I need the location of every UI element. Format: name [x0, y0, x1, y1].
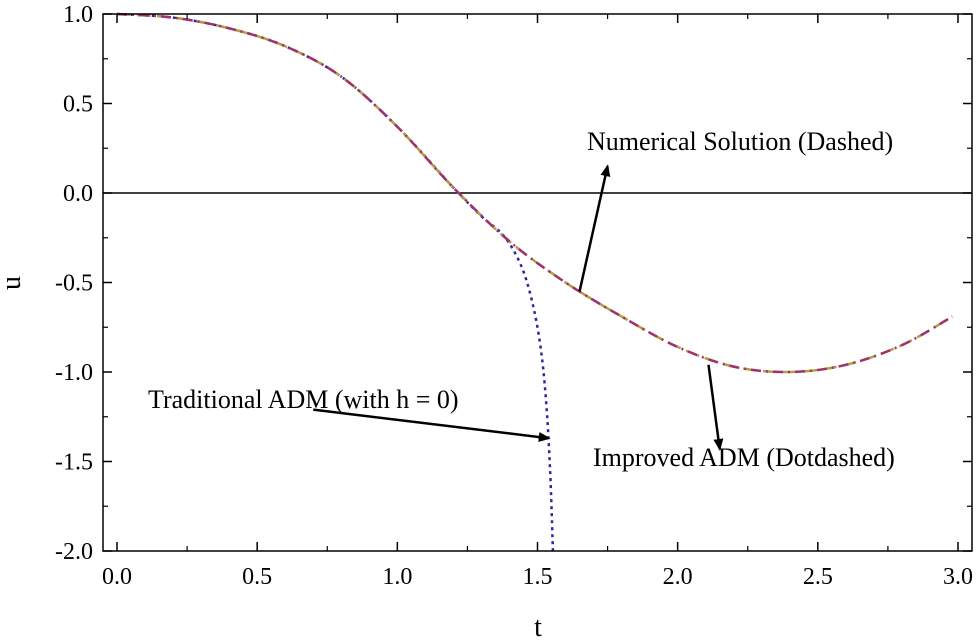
x-tick-label: 1.5 [523, 564, 553, 590]
series-layer [116, 12, 953, 552]
annotation-layer [313, 164, 724, 451]
series-improved-adm-line [116, 12, 953, 374]
x-tick-label: 1.0 [382, 564, 412, 590]
y-tick-label: 0.0 [63, 181, 93, 207]
arrow-numerical-solution [578, 164, 611, 292]
x-tick-label: 3.0 [943, 564, 973, 590]
annotation-traditional-adm: Traditional ADM (with h = 0) [148, 385, 459, 414]
y-tick-label: -1.0 [55, 360, 93, 386]
x-tick-label: 0.0 [102, 564, 132, 590]
y-tick-label: -0.5 [55, 271, 93, 297]
annotation-numerical-solution: Numerical Solution (Dashed) [587, 127, 893, 156]
x-tick-label: 2.0 [663, 564, 693, 590]
ticks-layer: 0.0 0.5 1.0 1.5 2.0 2.5 3.0 -2.0 -1.5 -1.0 -0.5 0.0… [55, 2, 973, 590]
y-tick-label: -2.0 [55, 539, 93, 565]
x-tick-label: 2.5 [803, 564, 833, 590]
y-tick-label: -1.5 [55, 450, 93, 476]
x-axis-title: t [534, 612, 542, 640]
y-tick-label: 1.0 [63, 2, 93, 28]
arrow-improved-adm [707, 364, 724, 451]
x-tick-label: 0.5 [242, 564, 272, 590]
annotation-improved-adm: Improved ADM (Dotdashed) [593, 443, 895, 472]
y-axis-title: u [0, 276, 27, 290]
y-tick-label: 0.5 [63, 92, 93, 118]
series-traditional-adm-line [116, 12, 555, 552]
arrow-traditional-adm [313, 408, 551, 442]
